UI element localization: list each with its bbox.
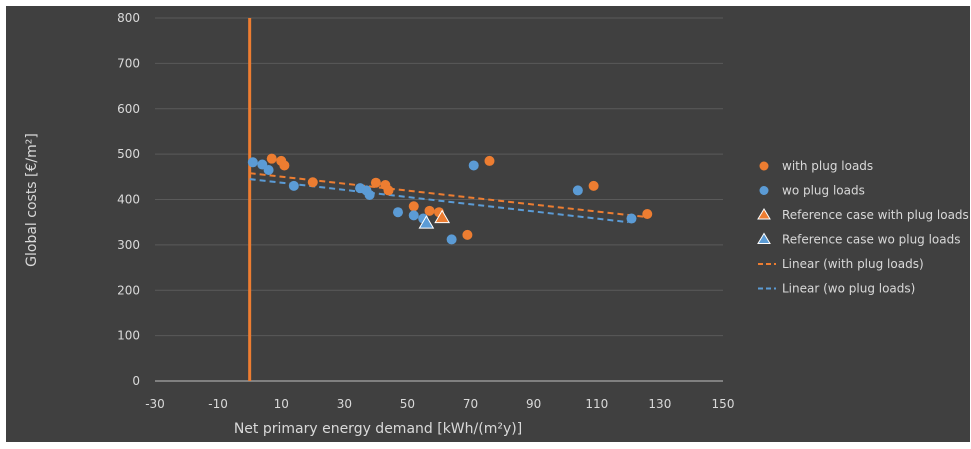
legend-label: wo plug loads [782,184,865,198]
x-axis-label: Net primary energy demand [kWh/(m²y)] [234,421,522,437]
x-tick-label: -10 [208,397,228,411]
y-tick-label: 100 [117,329,140,343]
y-tick-label: 0 [132,374,140,388]
y-tick-label: 500 [117,147,140,161]
y-tick-label: 400 [117,193,140,207]
legend-swatch-circle [759,186,769,195]
trendline-4 [249,172,645,218]
data-point [484,155,495,166]
data-point [247,157,258,168]
x-tick-label: 150 [712,397,735,411]
x-tick-label: 10 [274,397,289,411]
y-tick-label: 300 [117,238,140,252]
data-point [462,229,473,240]
x-tick-label: -30 [145,397,165,411]
data-point [588,180,599,191]
x-tick-label: 130 [648,397,671,411]
legend-swatch-triangle [757,232,771,244]
data-point [370,177,381,188]
legend-label: with plug loads [782,159,873,173]
legend-label: Linear (wo plug loads) [782,282,915,296]
data-point [468,160,479,171]
data-point-triangle [418,215,435,229]
x-tick-label: 110 [585,397,608,411]
legend-label: Reference case with plug loads [782,208,969,222]
data-point [307,177,318,188]
x-tick-label: 90 [526,397,541,411]
data-point [392,207,403,218]
y-axis-label: Global costs [€/m²] [24,133,40,267]
data-point [266,153,277,164]
legend-label: Reference case wo plug loads [782,233,961,247]
legend-label: Linear (with plug loads) [782,257,924,271]
y-tick-label: 800 [117,11,140,25]
y-tick-label: 200 [117,283,140,297]
x-tick-label: 70 [463,397,478,411]
data-point [642,209,653,220]
axes [155,18,723,382]
data-point [279,160,290,171]
x-tick-label: 50 [400,397,415,411]
legend: with plug loads wo plug loads Reference ca… [757,159,969,296]
legend-swatch-circle [759,161,769,171]
data-point [424,205,435,216]
data-point [288,180,299,191]
data-point [572,185,583,196]
data-point-triangle [434,209,451,224]
data-point [408,210,419,221]
data-point [263,165,274,176]
y-tick-label: 600 [117,102,140,116]
legend-swatch-triangle [757,208,771,220]
y-tick-label: 700 [117,56,140,70]
data-point [626,213,637,224]
data-point [364,189,375,200]
data-point [383,185,394,196]
data-point [408,201,419,212]
data-point [446,234,457,245]
data-points [247,153,653,245]
chart-background [6,6,970,442]
y-tick-labels: 0 100 200 300 400 500 600 700 800 [117,11,140,388]
x-tick-labels: -30 -10 10 30 50 70 90 110 130 150 [145,397,734,411]
x-tick-label: 30 [337,397,352,411]
